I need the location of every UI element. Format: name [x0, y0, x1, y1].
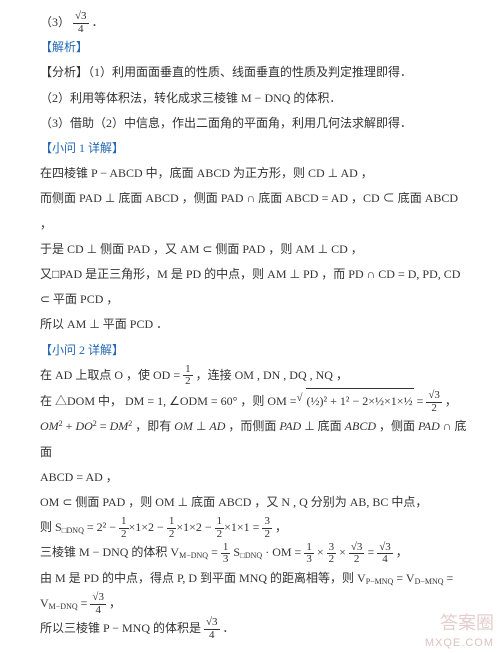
s2-l5a: 则 S [40, 520, 62, 534]
sub1-title: 【小问 1 详解】 [40, 136, 472, 161]
frac-den: 4 [73, 24, 89, 36]
frac-num: √3 [73, 11, 89, 24]
sqrt-expr: (½)² + 1² − 2×½×1×½ [300, 388, 414, 414]
fenxi-1: 【分析】（1）利用面面垂直的性质、线面垂直的性质及判定推理即得． [40, 60, 472, 85]
fenxi-1-text: （1）利用面面垂直的性质、线面垂直的性质及判定推理即得． [88, 65, 412, 79]
sub2-title: 【小问 2 详解】 [40, 338, 472, 363]
answer3-label: （3） [40, 15, 70, 29]
fenxi-label: 【分析】 [40, 65, 88, 79]
s1-l5: 所以 AM ⊥ 平面 PCD ． [40, 312, 472, 337]
answer-3: （3） √3 4 ． [40, 10, 472, 35]
s2-l1a: 在 AD 上取点 O ，使 OD = [40, 368, 183, 382]
s1-l1: 在四棱锥 P − ABCD 中，底面 ABCD 为正方形，则 CD ⊥ AD ， [40, 161, 472, 186]
s2-l1: 在 AD 上取点 O ，使 OD = 12 ，连接 OM , DN , DQ ,… [40, 363, 472, 388]
s2-l5-sub: □DNQ [62, 526, 84, 535]
watermark-text: 答案圈 [440, 609, 494, 635]
s2-l3: OM2 + DO2 = DM2OM² + DO² = DM² ，即有 OM ⊥ … [40, 414, 472, 464]
s2-l7: 由 M 是 PD 的中点，得点 P, D 到平面 MNQ 的距离相等，则 VP−… [40, 566, 472, 616]
watermark-url: MXQE.COM [425, 637, 494, 649]
s1-l3: 于是 CD ⊥ 侧面 PAD ，又 AM ⊂ 侧面 PAD ，则 AM ⊥ CD… [40, 237, 472, 262]
s1-l4: 又□PAD 是正三角形，M 是 PD 的中点，则 AM ⊥ PD ，而 PD ∩… [40, 262, 472, 312]
s2-l6: 三棱锥 M − DNQ 的体积 VM−DNQ = 13 S□DNQ · OM =… [40, 540, 472, 565]
s2-l4: OM ⊂ 侧面 PAD ，则 OM ⊥ 底面 ABCD ，又 N , Q 分别为… [40, 490, 472, 515]
document-page: （3） √3 4 ． 【解析】 【分析】（1）利用面面垂直的性质、线面垂直的性质… [0, 0, 500, 651]
fenxi-2: （2）利用等体积法，转化成求三棱锥 M − DNQ 的体积． [40, 86, 472, 111]
section-jiexi: 【解析】 [40, 35, 472, 60]
frac-1-2: 12 [183, 364, 193, 388]
s2-l2b: ， [445, 394, 457, 408]
s2-l2: 在 △DOM 中， DM = 1, ∠ODM = 60° ，则 OM = (½)… [40, 388, 472, 414]
s2-last: 所以三棱锥 P − MNQ 的体积是 √34 ． [40, 616, 472, 641]
s2-l3b: ABCD = AD ， [40, 465, 472, 490]
fenxi-3: （3）借助（2）中信息，作出二面角的平面角，利用几何法求解即得． [40, 111, 472, 136]
s2-l2a: 在 △DOM 中， DM = 1, ∠ODM = 60° ，则 OM = [40, 394, 300, 408]
frac-sqrt3-2: √32 [426, 390, 442, 414]
s2-l5: 则 S□DNQ = 2² − 12×1×2 − 12×1×2 − 12×1×1 … [40, 515, 472, 540]
answer3-fraction: √3 4 [73, 11, 89, 35]
s1-l2: 而侧面 PAD ⊥ 底面 ABCD ，侧面 PAD ∩ 底面 ABCD = AD… [40, 186, 472, 236]
s2-l1b: ，连接 OM , DN , DQ , NQ ， [196, 368, 348, 382]
